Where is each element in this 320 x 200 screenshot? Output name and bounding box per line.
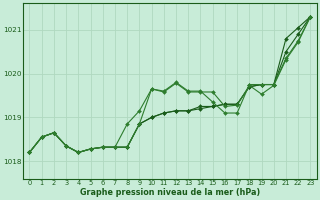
X-axis label: Graphe pression niveau de la mer (hPa): Graphe pression niveau de la mer (hPa) <box>80 188 260 197</box>
